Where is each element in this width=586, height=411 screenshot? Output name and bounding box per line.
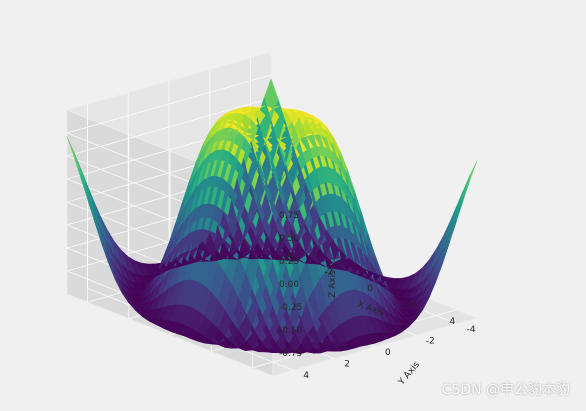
grid-line xyxy=(66,74,272,134)
x-tick-label: -2 xyxy=(324,268,333,278)
y-tick-label: -2 xyxy=(426,336,435,346)
z-axis-label: Z Axis xyxy=(328,270,338,298)
y-tick-label: -4 xyxy=(467,325,476,335)
y-tick-label: 4 xyxy=(303,371,309,381)
y-tick-label: 2 xyxy=(344,360,350,370)
x-tick-label: 4 xyxy=(450,317,456,327)
y-axis-label: Y Axis xyxy=(396,360,422,388)
z-tick-label: 0.00 xyxy=(279,280,299,290)
z-tick-label: 0.50 xyxy=(279,234,299,244)
z-tick-label: -0.50 xyxy=(279,326,303,336)
z-tick-label: 0.75 xyxy=(279,211,299,221)
surface-patch xyxy=(66,136,81,175)
surface-patch xyxy=(456,174,471,215)
x-tick-label: -4 xyxy=(283,251,292,261)
z-tick-label: 0.25 xyxy=(279,257,299,267)
x-tick-label: 0 xyxy=(367,284,373,294)
watermark: CSDN @申公豹本豹 xyxy=(441,382,570,398)
surface-patch xyxy=(449,190,464,233)
z-tick-label: -0.25 xyxy=(279,303,302,313)
axis-ticks: -4 -2 0 2 4 -4 -2 0 2 4 -0.75 -0.50 -0.25 0.00 0.25 0.5… xyxy=(279,211,476,381)
z-tick-label: -0.75 xyxy=(279,349,302,359)
x-tick-label: 2 xyxy=(408,300,414,310)
surface-mesh xyxy=(66,78,478,355)
y-tick-label: 0 xyxy=(385,348,391,358)
